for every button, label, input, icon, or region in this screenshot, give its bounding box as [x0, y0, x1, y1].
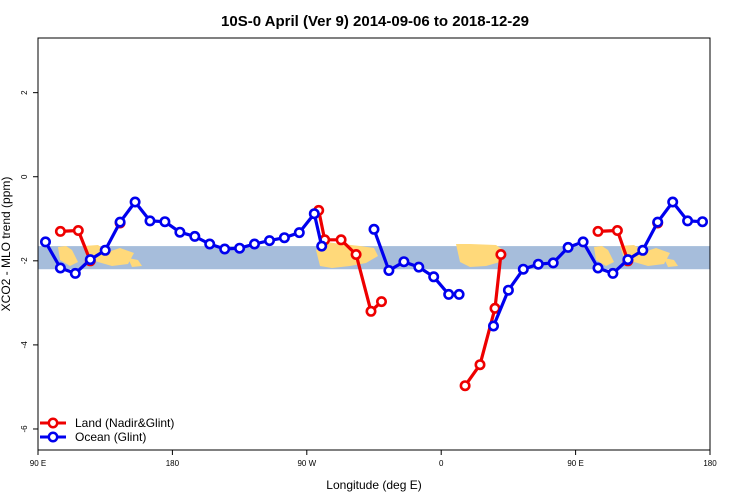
- series-line: [463, 252, 503, 388]
- data-point: [375, 296, 387, 308]
- data-point: [234, 242, 246, 254]
- data-point: [54, 225, 66, 237]
- legend-label-ocean: Ocean (Glint): [75, 430, 146, 444]
- data-point: [611, 225, 623, 237]
- x-tick-label: 180: [166, 459, 180, 468]
- data-point: [607, 267, 619, 279]
- chart-title: 10S-0 April (Ver 9) 2014-09-06 to 2018-1…: [221, 13, 529, 30]
- data-point: [667, 196, 679, 208]
- plot-frame: [37, 37, 711, 451]
- y-axis-label: XCO2 - MLO trend (ppm): [0, 177, 13, 312]
- data-point: [249, 238, 261, 250]
- data-point: [413, 261, 425, 273]
- x-axis-label: Longitude (deg E): [326, 478, 421, 492]
- data-point: [459, 380, 471, 392]
- x-axis: 90 E 180 90 W 0 90 E 180: [30, 450, 717, 468]
- data-point: [474, 359, 486, 371]
- data-point: [39, 236, 51, 248]
- data-point: [129, 196, 141, 208]
- data-point: [99, 244, 111, 256]
- series-layer: [39, 196, 708, 392]
- data-point: [453, 288, 465, 300]
- data-point: [495, 249, 507, 261]
- x-tick-label: 90 E: [567, 459, 583, 468]
- land-shape: [594, 246, 614, 266]
- data-point: [54, 262, 66, 274]
- land-shape: [128, 258, 142, 267]
- y-tick-label: 0: [20, 174, 29, 179]
- legend: Land (Nadir&Glint) Ocean (Glint): [40, 416, 174, 444]
- x-tick-label: 90 E: [30, 459, 46, 468]
- y-tick-label: -4: [20, 341, 29, 349]
- y-axis: -6 -4 -2 0 2: [20, 90, 38, 433]
- data-point: [562, 241, 574, 253]
- data-point: [219, 243, 231, 255]
- data-point: [443, 288, 455, 300]
- data-point: [144, 215, 156, 227]
- data-point: [682, 215, 694, 227]
- x-tick-label: 0: [439, 459, 444, 468]
- data-point: [308, 208, 320, 220]
- data-point: [622, 254, 634, 266]
- series-ocean: [39, 196, 708, 332]
- data-point: [592, 262, 604, 274]
- data-point: [174, 226, 186, 238]
- data-point: [652, 216, 664, 228]
- land-shape: [58, 246, 78, 266]
- y-tick-label: -6: [20, 425, 29, 433]
- data-point: [72, 225, 84, 237]
- data-point: [189, 230, 201, 242]
- data-point: [350, 249, 362, 261]
- data-point: [383, 264, 395, 276]
- data-point: [696, 216, 708, 228]
- legend-marker-ocean: [47, 431, 59, 443]
- data-point: [114, 216, 126, 228]
- land-shape: [664, 258, 678, 267]
- data-point: [428, 271, 440, 283]
- data-point: [316, 240, 328, 252]
- data-point: [84, 254, 96, 266]
- data-point: [368, 223, 380, 235]
- x-tick-label: 180: [703, 459, 717, 468]
- data-point: [532, 258, 544, 270]
- data-point: [487, 320, 499, 332]
- data-point: [263, 235, 275, 247]
- data-point: [547, 257, 559, 269]
- x-tick-label: 90 W: [297, 459, 316, 468]
- land-shape: [456, 244, 506, 267]
- y-tick-label: 2: [20, 90, 29, 95]
- legend-marker-land: [47, 417, 59, 429]
- data-point: [278, 232, 290, 244]
- y-tick-label: -2: [20, 257, 29, 265]
- data-point: [637, 244, 649, 256]
- data-point: [293, 227, 305, 239]
- series-land: [54, 204, 664, 392]
- data-point: [517, 263, 529, 275]
- data-point: [502, 284, 514, 296]
- data-point: [592, 225, 604, 237]
- land-shape: [316, 242, 378, 268]
- data-point: [159, 216, 171, 228]
- legend-label-land: Land (Nadir&Glint): [75, 416, 174, 430]
- data-point: [577, 236, 589, 248]
- data-point: [204, 238, 216, 250]
- data-point: [365, 305, 377, 317]
- data-point: [398, 256, 410, 268]
- land-shape: [84, 245, 134, 266]
- data-point: [335, 234, 347, 246]
- data-point: [69, 267, 81, 279]
